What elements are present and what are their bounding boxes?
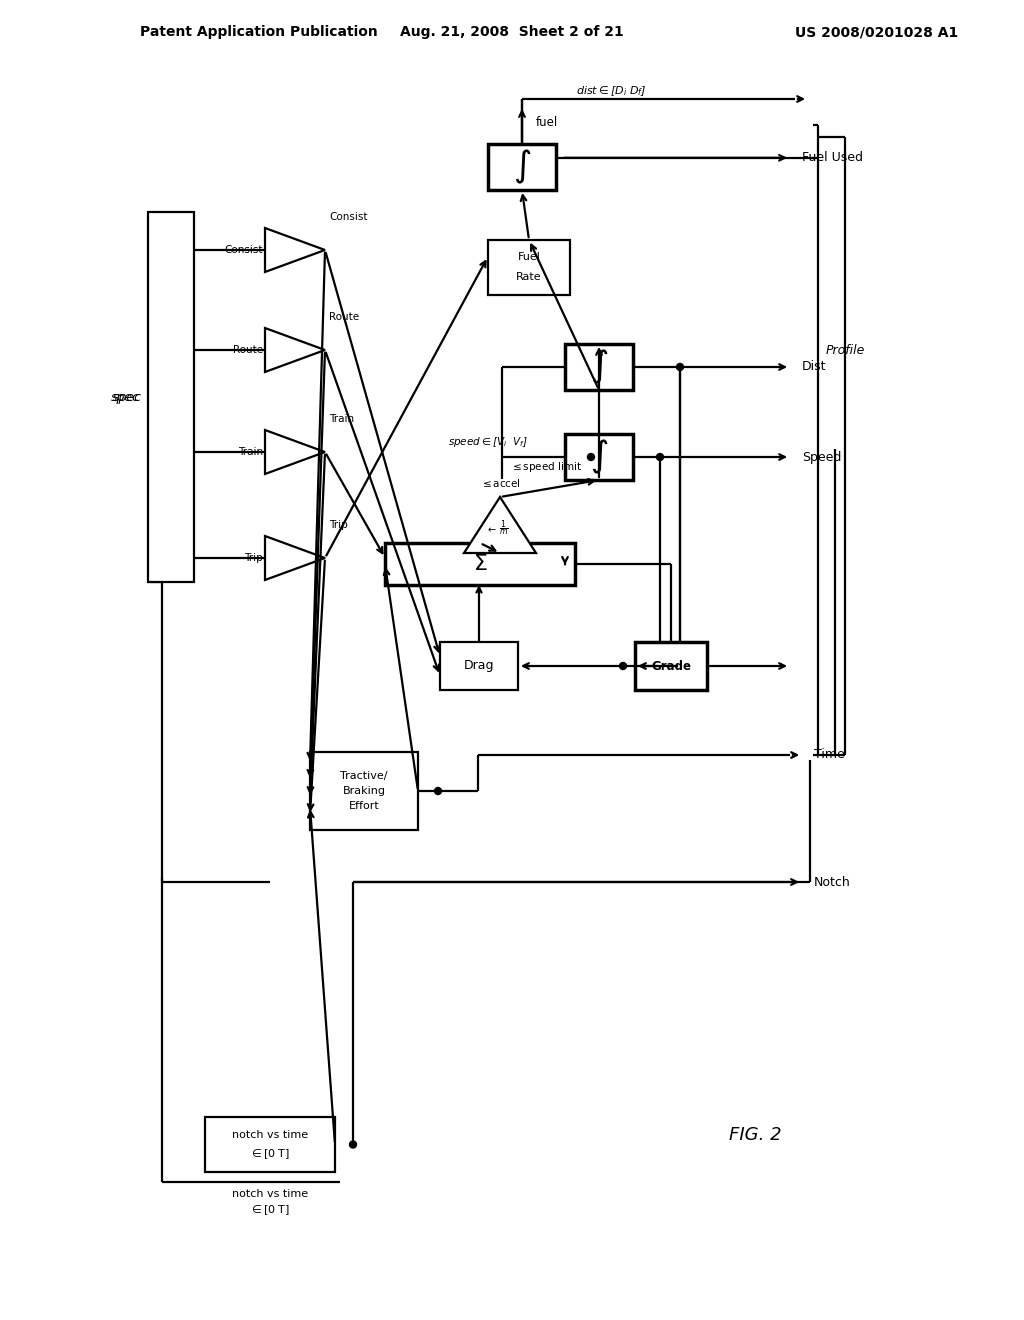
Bar (385, 543, 575, 585)
Text: Tractive/: Tractive/ (340, 771, 388, 781)
Text: Drag: Drag (464, 660, 495, 672)
Text: $\frac{1}{m}$: $\frac{1}{m}$ (500, 519, 509, 539)
Text: Trip: Trip (245, 553, 263, 564)
Text: speed$\in$[$V_i$  $V_f$]: speed$\in$[$V_i$ $V_f$] (449, 436, 528, 449)
Bar (488, 240, 570, 294)
Bar (440, 642, 518, 690)
Polygon shape (265, 228, 325, 272)
Polygon shape (464, 498, 536, 553)
Text: Consist: Consist (224, 246, 263, 255)
Text: Braking: Braking (342, 785, 385, 796)
Bar (205, 1117, 335, 1172)
Text: fuel: fuel (536, 116, 558, 128)
Bar (635, 642, 707, 690)
Text: Consist: Consist (329, 213, 368, 222)
Circle shape (434, 788, 441, 795)
Text: dist$\in$[$D_i$ $D_f$]: dist$\in$[$D_i$ $D_f$] (575, 84, 646, 98)
Circle shape (588, 454, 595, 461)
Text: Trip: Trip (329, 520, 348, 531)
Text: $\in$[0 T]: $\in$[0 T] (250, 1203, 291, 1217)
Text: Fuel: Fuel (517, 252, 541, 263)
Text: spec: spec (113, 391, 142, 404)
Bar (565, 345, 633, 389)
Text: $\Sigma$: $\Sigma$ (473, 554, 487, 574)
Circle shape (656, 454, 664, 461)
Circle shape (620, 663, 627, 669)
Text: Rate: Rate (516, 272, 542, 282)
Text: Patent Application Publication: Patent Application Publication (140, 25, 378, 40)
Text: $\int$: $\int$ (590, 438, 608, 477)
Text: Effort: Effort (348, 801, 379, 810)
Text: Time: Time (814, 748, 845, 762)
Text: Grade: Grade (651, 660, 691, 672)
Text: Dist: Dist (802, 360, 826, 374)
Text: notch vs time: notch vs time (232, 1189, 308, 1199)
Text: FIG. 2: FIG. 2 (729, 1126, 781, 1144)
Text: $\int$: $\int$ (513, 148, 531, 186)
Text: $\leftarrow$: $\leftarrow$ (486, 524, 498, 535)
Text: $\in$[0 T]: $\in$[0 T] (250, 1147, 291, 1162)
Text: Speed: Speed (802, 450, 842, 463)
Text: Notch: Notch (814, 875, 851, 888)
Text: Aug. 21, 2008  Sheet 2 of 21: Aug. 21, 2008 Sheet 2 of 21 (400, 25, 624, 40)
Bar (310, 752, 418, 830)
Text: spec: spec (111, 391, 140, 404)
Polygon shape (265, 536, 325, 579)
Bar (565, 434, 633, 480)
Text: Route: Route (329, 312, 359, 322)
Circle shape (677, 363, 683, 371)
Text: US 2008/0201028 A1: US 2008/0201028 A1 (795, 25, 958, 40)
Bar (488, 144, 556, 190)
Text: $\leq$accel: $\leq$accel (479, 477, 520, 488)
Circle shape (349, 1140, 356, 1148)
Text: Route: Route (232, 345, 263, 355)
Text: Fuel Used: Fuel Used (802, 152, 863, 164)
Text: Train: Train (329, 414, 354, 424)
Text: Train: Train (238, 447, 263, 457)
Polygon shape (265, 327, 325, 372)
Polygon shape (265, 430, 325, 474)
Text: Profile: Profile (826, 343, 865, 356)
Text: $\int$: $\int$ (590, 348, 608, 385)
Text: $\leq$speed limit: $\leq$speed limit (510, 459, 582, 474)
Text: notch vs time: notch vs time (232, 1130, 308, 1139)
Bar (148, 213, 194, 582)
